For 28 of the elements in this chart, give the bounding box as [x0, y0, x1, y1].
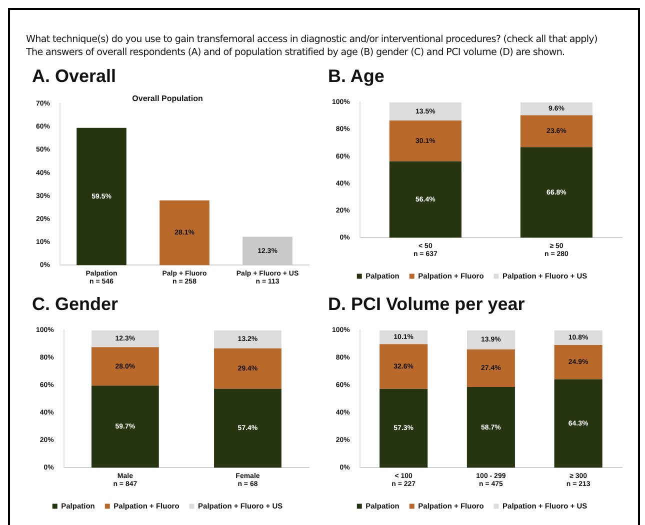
bar — [214, 330, 282, 348]
bar — [520, 102, 593, 116]
bar — [91, 330, 159, 348]
chart-title: D. PCI Volume per year — [327, 293, 526, 316]
bar — [389, 161, 462, 238]
bar — [466, 386, 515, 468]
chart-title: C. Gender — [31, 293, 120, 316]
bar — [389, 120, 462, 162]
bar — [160, 200, 210, 266]
bar — [466, 330, 515, 350]
bar — [554, 345, 602, 380]
bar — [554, 379, 602, 468]
bar — [380, 388, 428, 468]
bar — [520, 115, 593, 148]
text: The answers of overall respondents (A) and of population stratified by age (B) gender (C) and PCI volume (D) are shown. — [26, 46, 566, 59]
chart-title: A. Overall — [31, 65, 118, 88]
bar — [520, 147, 593, 238]
bar — [91, 347, 159, 386]
text: What technique(s) do you use to gain transfemoral access in diagnostic and/or interventional procedures? (check all that apply) — [26, 33, 598, 46]
bar — [466, 349, 515, 387]
bar — [76, 128, 126, 266]
bar — [380, 344, 428, 389]
chart-title: B. Age — [327, 65, 386, 88]
bar — [91, 386, 159, 468]
bar — [214, 388, 282, 468]
bar — [389, 102, 462, 120]
bar — [214, 348, 282, 389]
chart-subtitle: Overall Population — [132, 94, 203, 104]
